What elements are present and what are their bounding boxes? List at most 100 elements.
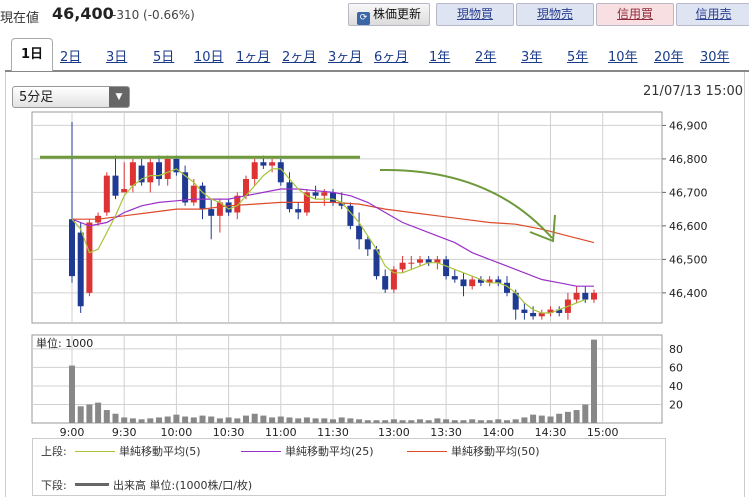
tab-5d[interactable]: 5日 xyxy=(153,50,175,65)
period-tabs: 1日 2日 3日 5日 10日 1ヶ月 2ヶ月 3ヶ月 6ヶ月 1年 2年 3年… xyxy=(5,38,749,72)
volume-bar xyxy=(147,418,154,423)
x-tick-label: 9:30 xyxy=(112,426,137,439)
volume-bar xyxy=(225,417,232,423)
volume-bar xyxy=(538,415,545,423)
volume-bar xyxy=(77,406,84,423)
tab-3d[interactable]: 3日 xyxy=(106,50,128,65)
candle-body xyxy=(408,262,415,264)
volume-bar xyxy=(564,411,571,423)
candle-body xyxy=(112,175,119,196)
price-plot-area xyxy=(31,111,663,324)
tab-1y[interactable]: 1年 xyxy=(429,50,451,65)
volume-bar xyxy=(303,417,310,423)
y-tick-label: 46,500 xyxy=(669,253,708,266)
y-tick-label: 46,400 xyxy=(669,287,708,300)
volume-tick-label: 60 xyxy=(669,361,683,374)
volume-bar xyxy=(103,410,110,423)
candle-body xyxy=(243,178,249,196)
candle-body xyxy=(382,276,389,290)
candle-body xyxy=(86,222,93,293)
x-tick-label: 10:30 xyxy=(213,426,245,439)
candle-body xyxy=(138,165,145,183)
candle-body xyxy=(556,309,563,313)
candle-body xyxy=(390,269,397,290)
volume-plot-area xyxy=(31,334,663,424)
candle-body xyxy=(591,292,597,300)
margin-sell-button[interactable]: 信用売 xyxy=(676,3,749,26)
candle-body xyxy=(512,292,519,310)
candle-body xyxy=(216,202,223,216)
y-tick-label: 46,700 xyxy=(669,186,708,199)
tab-6m[interactable]: 6ヶ月 xyxy=(374,50,409,65)
candle-body xyxy=(477,279,484,283)
candle-body xyxy=(495,279,502,283)
volume-bar xyxy=(338,417,345,423)
margin-buy-button[interactable]: 信用買 xyxy=(596,3,674,26)
volume-unit-label: 単位: 1000 xyxy=(36,336,93,350)
volume-bar xyxy=(347,418,354,423)
x-tick-label: 15:00 xyxy=(587,426,619,439)
quote-header: 現在値 46,400 -310 (-0.66%) ⟳ 株価更新 現物買 現物売 信… xyxy=(0,0,749,32)
tab-10d[interactable]: 10日 xyxy=(194,50,224,65)
legend-ma25: 単純移動平均(25) xyxy=(241,443,374,459)
candle-body xyxy=(269,162,276,166)
chart-legend: 上段: 単純移動平均(5) 単純移動平均(25) 単純移動平均(50) 下段: … xyxy=(32,438,666,496)
volume-bar xyxy=(469,419,476,423)
candle-body xyxy=(451,276,458,280)
tab-2d[interactable]: 2日 xyxy=(60,50,82,65)
chart-panel xyxy=(5,72,745,497)
tab-1d[interactable]: 1日 xyxy=(11,38,53,71)
legend-ma50: 単純移動平均(50) xyxy=(407,443,540,459)
y-tick-label: 46,600 xyxy=(669,220,708,233)
chart-timestamp: 21/07/13 15:00 xyxy=(643,84,743,99)
volume-bar xyxy=(373,420,380,423)
legend-volume: 出来高 単位:(1000株/口/枚) xyxy=(75,477,252,493)
trend-arrow-head xyxy=(529,214,556,243)
candle-body xyxy=(77,232,84,307)
candle-body xyxy=(399,262,406,270)
tab-20y[interactable]: 20年 xyxy=(654,50,684,65)
volume-bar xyxy=(277,416,284,423)
candle-body xyxy=(69,219,75,277)
candle-body xyxy=(469,279,476,287)
candle-body xyxy=(103,175,110,213)
interval-select[interactable]: 5分足 ▼ xyxy=(12,86,130,108)
tab-2m[interactable]: 2ヶ月 xyxy=(282,50,317,65)
candle-body xyxy=(121,189,128,193)
legend-lower-row: 下段: 出来高 単位:(1000株/口/枚) xyxy=(41,477,252,493)
refresh-quote-button[interactable]: ⟳ 株価更新 xyxy=(348,3,430,26)
ma50-swatch xyxy=(407,451,447,452)
tab-5y[interactable]: 5年 xyxy=(567,50,589,65)
tab-30y[interactable]: 30年 xyxy=(700,50,730,65)
legend-volume-label: 出来高 単位:(1000株/口/枚) xyxy=(113,479,253,492)
chevron-down-icon: ▼ xyxy=(109,87,129,107)
volume-bar xyxy=(260,415,267,423)
x-tick-label: 13:00 xyxy=(378,426,410,439)
volume-bar xyxy=(573,410,580,423)
tab-1m[interactable]: 1ヶ月 xyxy=(236,50,271,65)
volume-bar xyxy=(173,414,180,423)
candle-body xyxy=(425,259,432,263)
volume-bar xyxy=(234,418,241,423)
legend-ma5-label: 単純移動平均(5) xyxy=(119,445,201,458)
candle-body xyxy=(347,205,354,226)
volume-bar xyxy=(295,418,302,423)
spot-sell-button[interactable]: 現物売 xyxy=(516,3,594,26)
tab-10y[interactable]: 10年 xyxy=(608,50,638,65)
ma50-line xyxy=(72,201,595,244)
legend-ma5: 単純移動平均(5) xyxy=(75,443,201,459)
tab-3m[interactable]: 3ヶ月 xyxy=(328,50,363,65)
volume-bar xyxy=(495,419,502,423)
candle-body xyxy=(530,312,537,317)
volume-bar xyxy=(269,417,276,423)
volume-bar xyxy=(112,413,119,423)
spot-buy-button[interactable]: 現物買 xyxy=(436,3,514,26)
candle-body xyxy=(573,292,580,300)
tab-2y[interactable]: 2年 xyxy=(475,50,497,65)
volume-bar xyxy=(208,416,215,423)
volume-bar xyxy=(443,419,450,423)
tab-3y[interactable]: 3年 xyxy=(521,50,543,65)
volume-tick-label: 80 xyxy=(669,343,683,356)
candle-body xyxy=(234,195,241,213)
